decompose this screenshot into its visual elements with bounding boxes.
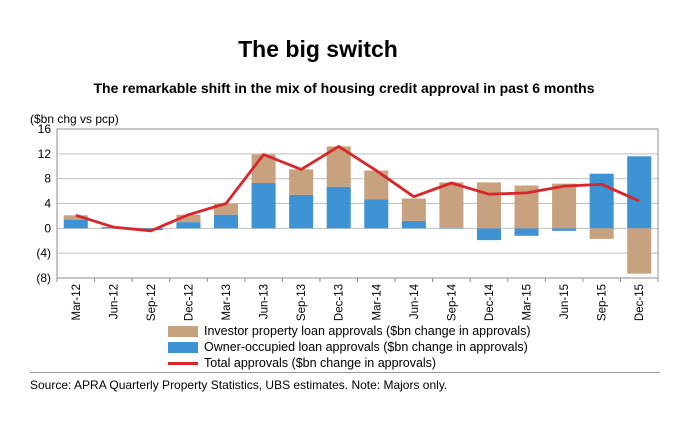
bar-owner-occupied xyxy=(326,186,351,229)
x-tick-label: Jun-15 xyxy=(559,284,571,319)
y-tick-label: (4) xyxy=(36,246,51,260)
legend-swatch-investor xyxy=(168,325,198,337)
x-tick-label: Dec-12 xyxy=(183,284,195,321)
bar-owner-occupied xyxy=(627,156,652,229)
y-tick-label: 4 xyxy=(44,197,51,211)
legend-swatch-owner xyxy=(168,341,198,353)
bar-owner-occupied xyxy=(214,214,239,229)
legend-item-total: Total approvals ($bn change in approvals… xyxy=(168,355,531,371)
x-tick-label: Sep-15 xyxy=(597,284,609,321)
source-note: Source: APRA Quarterly Property Statisti… xyxy=(30,378,448,392)
x-tick-label: Dec-14 xyxy=(484,283,496,321)
bar-owner-occupied xyxy=(589,173,614,229)
x-tick-label: Dec-13 xyxy=(334,284,346,321)
bar-owner-occupied xyxy=(552,228,577,231)
x-tick-label: Mar-15 xyxy=(522,284,534,320)
bar-investor xyxy=(63,215,88,220)
y-tick-label: 16 xyxy=(38,122,52,136)
bar-owner-occupied xyxy=(364,199,389,229)
chart-subtitle: The remarkable shift in the mix of housi… xyxy=(93,80,595,96)
x-tick-label: Sep-13 xyxy=(296,284,308,321)
x-tick-label: Dec-15 xyxy=(634,284,646,321)
y-axis-unit-label: ($bn chg vs pcp) xyxy=(30,112,119,126)
y-tick-label: (8) xyxy=(36,271,51,285)
legend-item-owner: Owner-occupied loan approvals ($bn chang… xyxy=(168,339,531,355)
legend-label-investor: Investor property loan approvals ($bn ch… xyxy=(204,324,531,338)
bar-owner-occupied xyxy=(401,220,426,229)
x-tick-label: Sep-12 xyxy=(146,284,158,321)
bar-owner-occupied xyxy=(439,227,464,229)
bar-investor xyxy=(176,214,201,223)
x-tick-label: Sep-14 xyxy=(446,283,458,321)
bar-investor xyxy=(439,182,464,228)
x-tick-label: Jun-12 xyxy=(108,284,120,319)
legend-label-total: Total approvals ($bn change in approvals… xyxy=(204,356,437,370)
x-tick-label: Mar-14 xyxy=(371,283,383,320)
bar-owner-occupied xyxy=(138,228,163,231)
legend-swatch-total xyxy=(168,361,198,365)
bar-investor xyxy=(251,154,276,184)
bar-investor xyxy=(289,169,314,195)
y-tick-label: 0 xyxy=(44,221,51,235)
chart-legend: Investor property loan approvals ($bn ch… xyxy=(168,323,531,371)
chart-title: The big switch xyxy=(238,36,398,62)
line-total-approvals xyxy=(75,144,640,233)
bar-investor xyxy=(627,228,652,274)
bar-investor xyxy=(401,198,426,221)
bar-investor xyxy=(552,183,577,229)
y-tick-label: 8 xyxy=(44,172,51,186)
x-tick-label: Mar-13 xyxy=(221,284,233,320)
bar-owner-occupied xyxy=(476,228,501,241)
bar-investor xyxy=(476,182,501,229)
bar-owner-occupied xyxy=(176,222,201,229)
bar-owner-occupied xyxy=(251,183,276,229)
x-tick-label: Jun-13 xyxy=(259,284,271,319)
bar-investor xyxy=(214,203,239,215)
y-tick-label: 12 xyxy=(38,147,52,161)
bar-owner-occupied xyxy=(289,194,314,229)
legend-label-owner: Owner-occupied loan approvals ($bn chang… xyxy=(204,340,528,354)
source-divider xyxy=(30,372,660,373)
bar-owner-occupied xyxy=(63,219,88,229)
x-tick-label: Mar-12 xyxy=(71,284,83,320)
bar-owner-occupied xyxy=(514,228,539,236)
legend-item-investor: Investor property loan approvals ($bn ch… xyxy=(168,323,531,339)
bar-investor xyxy=(589,228,614,239)
x-tick-label: Jun-14 xyxy=(409,283,421,319)
